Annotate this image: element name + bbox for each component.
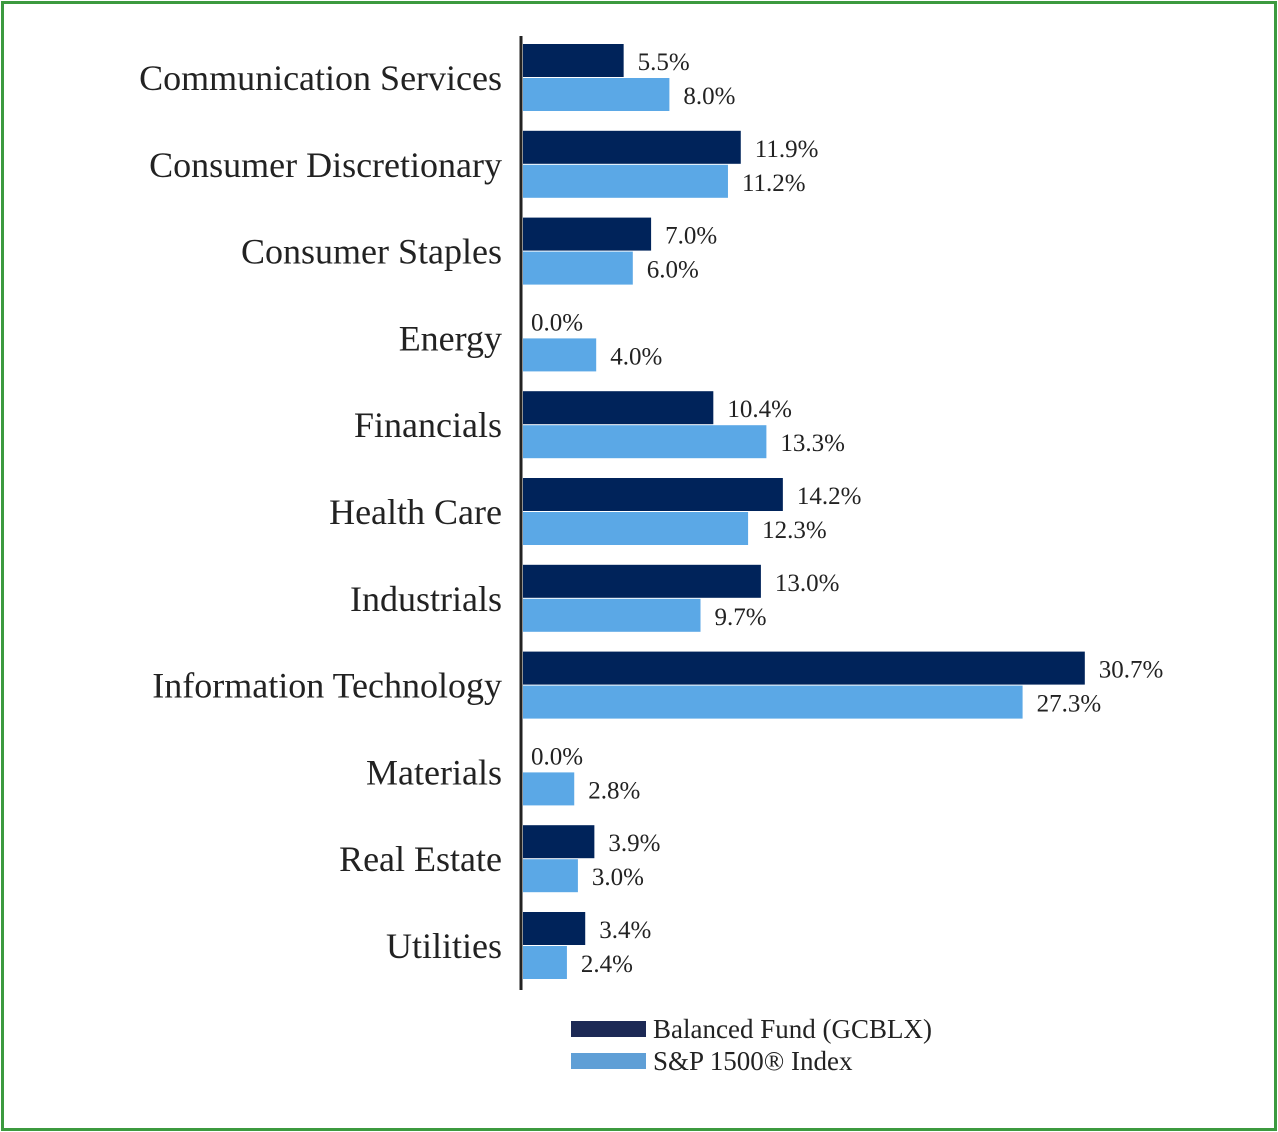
bar-index (523, 164, 728, 198)
data-label: 4.0% (610, 343, 662, 370)
category-label: Health Care (329, 492, 502, 532)
category-label: Industrials (350, 579, 502, 619)
category-label: Real Estate (339, 839, 502, 879)
legend-label: S&P 1500® Index (653, 1046, 853, 1076)
data-label: 0.0% (531, 743, 583, 770)
data-label: 14.2% (797, 483, 862, 510)
data-label: 0.0% (531, 309, 583, 336)
category-label: Information Technology (152, 666, 502, 706)
category-label: Materials (366, 752, 502, 792)
data-label: 30.7% (1099, 657, 1164, 684)
data-label: 11.2% (742, 170, 806, 197)
data-label: 8.0% (683, 83, 735, 110)
bar-index (523, 78, 670, 111)
bar-fund (523, 651, 1085, 685)
category-label: Communication Services (139, 58, 502, 98)
data-label: 3.4% (599, 917, 651, 944)
category-label: Financials (354, 405, 502, 445)
data-label: 6.0% (647, 257, 699, 284)
bar-fund (523, 564, 761, 598)
bar-index (523, 772, 575, 806)
data-label: 2.8% (588, 777, 640, 804)
legend-swatch (571, 1053, 646, 1069)
data-label: 12.3% (762, 517, 827, 544)
bar-index (523, 251, 633, 285)
category-label: Consumer Staples (241, 232, 502, 272)
data-label: 7.0% (665, 223, 717, 250)
data-label: 9.7% (715, 604, 767, 631)
bar-index (523, 338, 597, 372)
data-label: 5.5% (638, 49, 690, 76)
bar-fund (523, 130, 741, 164)
data-label: 10.4% (727, 396, 792, 423)
legend-swatch (571, 1021, 646, 1037)
bar-index (523, 425, 767, 459)
bar-index (523, 859, 578, 893)
data-label: 3.9% (608, 830, 660, 857)
bar-fund (523, 217, 652, 251)
data-label: 2.4% (581, 951, 633, 978)
data-label: 3.0% (592, 864, 644, 891)
data-label: 27.3% (1037, 691, 1102, 718)
bar-index (523, 598, 701, 632)
category-label: Energy (399, 318, 502, 358)
bar-index (523, 946, 567, 979)
bar-fund (523, 391, 714, 425)
bar-fund (523, 478, 783, 511)
bar-fund (523, 44, 624, 77)
bar-index (523, 512, 749, 545)
bar-index (523, 685, 1023, 719)
category-label: Consumer Discretionary (149, 145, 502, 185)
data-label: 13.0% (775, 570, 840, 597)
category-label: Utilities (386, 926, 502, 966)
bar-fund (523, 912, 586, 945)
data-label: 13.3% (780, 430, 845, 457)
data-label: 11.9% (755, 136, 819, 163)
bar-fund (523, 825, 595, 859)
legend-label: Balanced Fund (GCBLX) (653, 1014, 932, 1044)
